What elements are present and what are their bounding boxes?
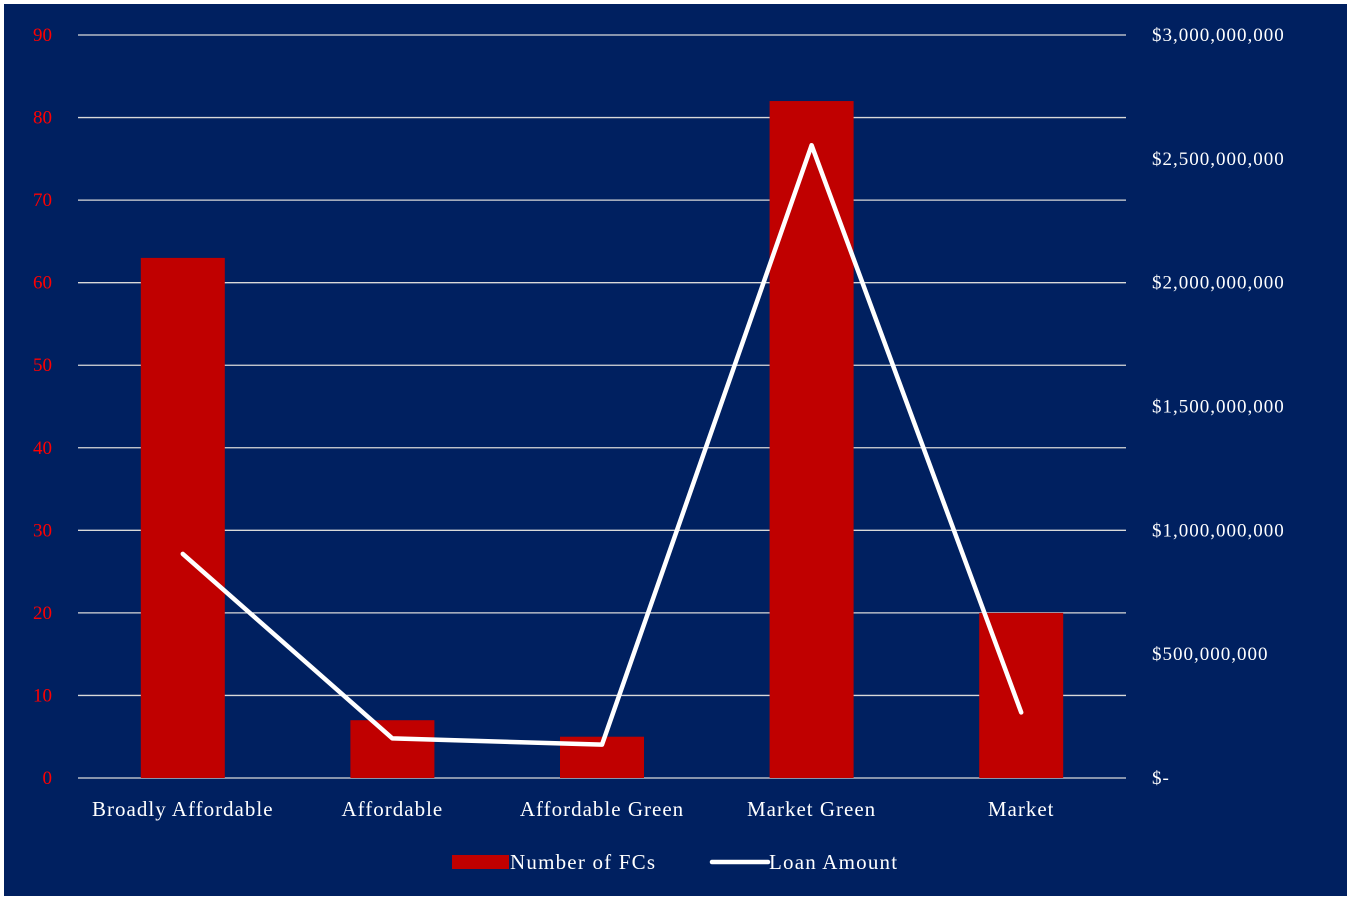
left-axis-tick-label: 20 — [33, 603, 52, 624]
left-axis-tick-label: 90 — [33, 25, 52, 46]
legend-swatch-bar — [452, 855, 509, 869]
left-axis-tick-label: 70 — [33, 190, 52, 211]
bar — [350, 720, 435, 778]
legend-label: Number of FCs — [510, 850, 656, 874]
right-axis-tick-label: $2,500,000,000 — [1152, 149, 1285, 170]
series-line — [180, 142, 1024, 747]
right-axis-tick-label: $1,500,000,000 — [1152, 397, 1285, 418]
legend: Number of FCs Loan Amount — [452, 850, 898, 874]
category-tick-label: Market — [988, 797, 1055, 821]
category-axis: Broadly Affordable Affordable Affordable G… — [92, 797, 1055, 821]
category-tick-label: Broadly Affordable — [92, 797, 274, 821]
bar — [769, 101, 854, 779]
left-axis-tick-label: 60 — [33, 273, 52, 294]
bar-series — [140, 101, 1064, 779]
right-axis: $- $500,000,000 $1,000,000,000 $1,500,000,0… — [1152, 25, 1285, 789]
category-tick-label: Market Green — [747, 797, 876, 821]
left-axis-tick-label: 80 — [33, 108, 52, 129]
right-axis-tick-label: $- — [1152, 768, 1170, 789]
right-axis-tick-label: $3,000,000,000 — [1152, 25, 1285, 46]
right-axis-tick-label: $2,000,000,000 — [1152, 273, 1285, 294]
right-axis-tick-label: $1,000,000,000 — [1152, 520, 1285, 541]
left-axis-tick-label: 0 — [43, 768, 53, 789]
line-series — [180, 142, 1024, 747]
left-axis-tick-label: 30 — [33, 520, 52, 541]
left-axis-tick-label: 50 — [33, 355, 52, 376]
left-axis: 0 10 20 30 40 50 60 70 80 90 — [33, 25, 52, 789]
category-tick-label: Affordable Green — [520, 797, 684, 821]
category-tick-label: Affordable — [342, 797, 444, 821]
legend-label: Loan Amount — [769, 850, 898, 874]
bar — [140, 257, 225, 778]
left-axis-tick-label: 40 — [33, 438, 52, 459]
right-axis-tick-label: $500,000,000 — [1152, 644, 1269, 665]
chart-background — [4, 4, 1347, 896]
left-axis-tick-label: 10 — [33, 685, 52, 706]
